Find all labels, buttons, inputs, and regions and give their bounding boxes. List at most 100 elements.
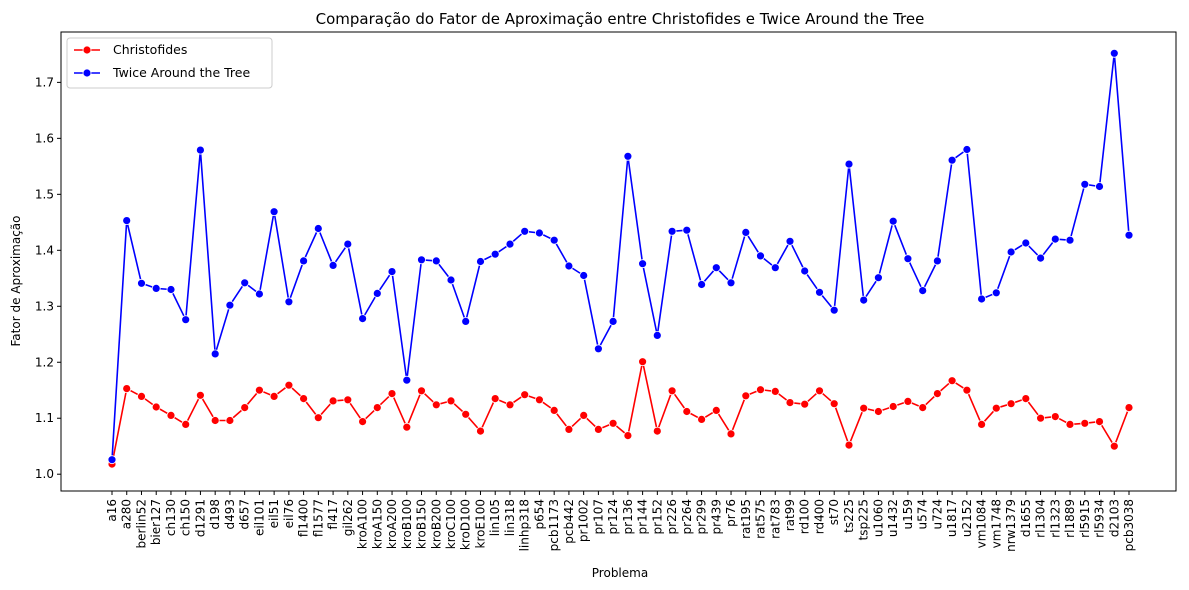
data-point-twice-around-the-tree: [254, 289, 264, 299]
data-point-christofides: [210, 416, 220, 425]
data-point-christofides: [579, 410, 589, 420]
data-point-christofides: [888, 402, 898, 411]
x-tick-label: pr299: [695, 499, 709, 534]
x-tick-label: kroE100: [473, 499, 487, 548]
data-point-christofides: [874, 407, 883, 416]
data-point-christofides: [240, 403, 250, 413]
data-point-christofides: [638, 357, 647, 367]
data-point-christofides: [151, 402, 161, 412]
data-point-twice-around-the-tree: [785, 236, 795, 246]
data-point-twice-around-the-tree: [874, 273, 883, 283]
axes-frame: [60, 31, 1177, 492]
x-tick-label: rl1304: [1034, 499, 1048, 538]
data-point-twice-around-the-tree: [770, 263, 780, 273]
data-point-christofides: [697, 414, 706, 424]
data-point-christofides: [741, 391, 751, 401]
data-point-twice-around-the-tree: [1050, 234, 1060, 244]
x-tick-label: a16: [105, 499, 119, 522]
data-point-twice-around-the-tree: [284, 297, 294, 307]
x-tick-label: d2103: [1107, 499, 1121, 537]
x-tick-label: d493: [223, 499, 237, 530]
data-point-christofides: [947, 376, 957, 386]
data-point-twice-around-the-tree: [667, 226, 677, 236]
x-tick-label: gil262: [341, 499, 355, 536]
data-point-christofides: [800, 399, 810, 409]
data-point-twice-around-the-tree: [225, 300, 235, 310]
x-tick-label: lin318: [503, 499, 517, 536]
data-point-twice-around-the-tree: [387, 267, 397, 277]
data-point-christofides: [195, 390, 205, 400]
data-point-christofides: [1021, 394, 1031, 404]
x-tick-label: pr152: [650, 499, 664, 534]
data-point-twice-around-the-tree: [137, 278, 146, 288]
data-point-christofides: [711, 405, 721, 415]
data-point-twice-around-the-tree: [829, 305, 839, 315]
data-point-twice-around-the-tree: [372, 288, 382, 298]
data-point-twice-around-the-tree: [741, 227, 751, 237]
x-tick-label: fl417: [326, 499, 340, 529]
x-tick-label: bier127: [149, 499, 163, 545]
x-tick-label: rl5915: [1078, 499, 1092, 538]
data-point-twice-around-the-tree: [977, 294, 986, 304]
x-tick-label: nrw1379: [1004, 499, 1018, 552]
data-point-twice-around-the-tree: [800, 266, 810, 276]
data-point-christofides: [608, 418, 618, 428]
data-point-twice-around-the-tree: [446, 275, 456, 285]
x-tick-label: kroB200: [429, 499, 443, 549]
data-point-twice-around-the-tree: [181, 315, 191, 325]
x-tick-label: d1655: [1019, 499, 1033, 537]
x-tick-label: kroA150: [370, 499, 384, 549]
data-point-christofides: [756, 385, 765, 395]
x-tick-label: u1817: [945, 499, 959, 537]
x-tick-label: rat99: [783, 499, 797, 531]
x-tick-label: rat195: [739, 499, 753, 539]
x-tick-label: eil51: [267, 499, 281, 528]
x-tick-label: pr124: [606, 499, 620, 534]
x-tick-label: lin105: [488, 499, 502, 536]
x-tick-label: pcb1173: [547, 499, 561, 551]
data-point-christofides: [505, 400, 515, 410]
data-point-christofides: [859, 403, 869, 413]
data-point-twice-around-the-tree: [476, 257, 485, 266]
x-tick-label: rat575: [754, 499, 768, 539]
x-tick-label: rl1889: [1063, 499, 1077, 538]
data-point-twice-around-the-tree: [490, 249, 500, 259]
data-point-christofides: [785, 398, 795, 408]
data-point-christofides: [829, 399, 839, 409]
legend-marker-christofides: [82, 45, 92, 55]
data-point-twice-around-the-tree: [888, 216, 898, 226]
x-tick-label: linhp318: [518, 499, 532, 551]
data-point-twice-around-the-tree: [240, 278, 250, 288]
y-axis-label: Fator de Aproximação: [9, 215, 23, 346]
data-point-christofides: [1006, 399, 1016, 409]
x-tick-label: eil101: [252, 499, 266, 536]
x-tick-label: fl1400: [297, 499, 311, 537]
x-tick-label: rl5934: [1093, 499, 1107, 538]
data-point-christofides: [815, 386, 824, 396]
data-point-christofides: [431, 400, 441, 410]
data-point-christofides: [535, 395, 544, 405]
data-point-twice-around-the-tree: [343, 239, 353, 249]
y-tick-label: 1.4: [35, 243, 54, 257]
data-point-christofides: [476, 426, 485, 436]
data-point-christofides: [358, 417, 368, 427]
data-point-twice-around-the-tree: [697, 280, 706, 289]
data-point-christofides: [402, 422, 412, 432]
data-point-christofides: [313, 413, 323, 423]
data-point-twice-around-the-tree: [594, 344, 603, 354]
x-tick-label: kroC100: [444, 499, 458, 549]
legend-marker-twice-around-the-tree: [82, 68, 92, 78]
data-point-christofides: [564, 424, 574, 434]
data-point-twice-around-the-tree: [756, 251, 765, 261]
data-point-christofides: [1095, 417, 1104, 427]
x-tick-label: u574: [916, 499, 930, 530]
data-point-christofides: [682, 407, 692, 416]
x-tick-label: kroB150: [415, 499, 429, 549]
data-point-christofides: [726, 429, 736, 439]
data-point-christofides: [962, 385, 972, 395]
data-point-twice-around-the-tree: [210, 349, 220, 359]
data-point-christofides: [1050, 412, 1060, 422]
x-tick-label: kroD100: [459, 499, 473, 550]
data-point-twice-around-the-tree: [608, 316, 618, 326]
x-tick-label: ch150: [179, 499, 193, 536]
